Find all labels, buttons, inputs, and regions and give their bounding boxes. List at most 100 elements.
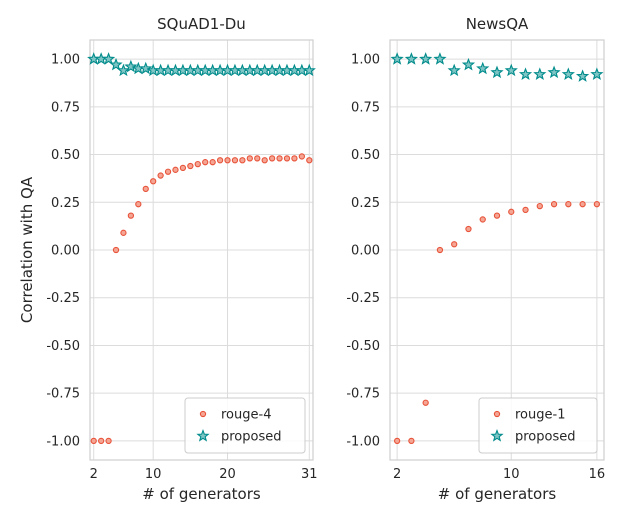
plot-frame <box>389 39 605 461</box>
data-point-rouge-4 <box>120 229 127 236</box>
y-tick-label: 0.50 <box>51 148 80 163</box>
data-point-proposed <box>139 61 153 75</box>
x-tick-label: 31 <box>301 467 318 482</box>
legend-label-proposed: proposed <box>515 430 576 445</box>
y-tick-label: 0.00 <box>51 244 80 259</box>
legend-box <box>184 397 306 454</box>
data-point-proposed <box>590 67 604 80</box>
data-point-rouge-4 <box>127 212 135 219</box>
data-point-rouge-4 <box>261 157 268 164</box>
data-point-proposed <box>433 52 447 65</box>
legend-marker-rouge-1 <box>493 410 501 418</box>
x-tick-label: 16 <box>589 467 606 482</box>
y-tick-label: 0.50 <box>351 148 380 163</box>
data-point-rouge-1 <box>408 437 415 445</box>
x-tick-label: 10 <box>145 467 162 482</box>
data-point-rouge-4 <box>283 155 291 162</box>
data-point-rouge-4 <box>239 157 246 164</box>
data-point-proposed <box>518 67 533 80</box>
data-point-rouge-1 <box>493 212 501 219</box>
data-point-rouge-4 <box>291 155 298 162</box>
legend-label-proposed: proposed <box>221 430 282 445</box>
data-point-proposed <box>533 67 547 80</box>
x-tick-label: 10 <box>503 467 520 482</box>
data-point-rouge-4 <box>224 157 231 164</box>
data-point-rouge-4 <box>298 153 305 160</box>
y-tick-label: 0.75 <box>351 100 380 115</box>
data-point-proposed <box>419 52 433 65</box>
data-point-proposed <box>404 52 419 65</box>
y-tick-label: 0.25 <box>351 196 380 211</box>
y-tick-label: -1.00 <box>346 434 380 449</box>
x-tick-label: 2 <box>393 467 401 482</box>
data-point-rouge-1 <box>550 201 558 208</box>
data-point-rouge-4 <box>187 162 194 170</box>
data-point-rouge-4 <box>90 437 97 445</box>
data-point-rouge-1 <box>451 241 458 248</box>
chart-title: SQuAD1-Du <box>157 15 246 33</box>
data-point-proposed <box>302 63 316 77</box>
data-point-rouge-4 <box>164 168 172 175</box>
data-point-rouge-1 <box>465 225 472 233</box>
data-point-rouge-4 <box>179 164 187 172</box>
data-point-rouge-4 <box>135 201 142 208</box>
y-tick-label: 0.75 <box>51 100 80 115</box>
data-point-rouge-4 <box>157 172 164 179</box>
data-point-rouge-1 <box>536 202 543 210</box>
data-point-rouge-1 <box>393 437 401 445</box>
plot-frame <box>89 39 314 461</box>
data-point-rouge-4 <box>209 159 216 166</box>
panel-newsqa: 2 10 16 1.00 0.75 0.50 0.25 0.00 -0.25 -0.50 -0.75… <box>346 15 605 503</box>
data-point-rouge-1 <box>508 208 515 215</box>
y-tick-label: -1.00 <box>46 434 80 449</box>
data-point-proposed <box>575 69 590 82</box>
data-point-proposed <box>504 63 518 77</box>
y-tick-label: -0.75 <box>46 387 80 402</box>
y-tick-label: 0.00 <box>351 244 380 259</box>
panel-squad1-du: 2 10 20 31 1.00 0.75 0.50 0.25 0.00 -0.25 -0.50 -0.… <box>18 15 318 503</box>
data-point-rouge-4 <box>172 166 179 173</box>
data-point-rouge-4 <box>202 159 209 166</box>
data-point-rouge-4 <box>246 155 253 162</box>
data-point-rouge-4 <box>216 157 224 164</box>
legend-marker-proposed <box>490 429 504 442</box>
data-point-rouge-1 <box>593 201 601 208</box>
legend-label-rouge-4: rouge-4 <box>221 408 271 423</box>
data-point-rouge-4 <box>231 157 239 164</box>
data-point-proposed <box>124 59 138 73</box>
data-point-rouge-4 <box>268 155 276 162</box>
x-tick-label: 20 <box>219 467 236 482</box>
data-point-proposed <box>447 63 461 77</box>
y-tick-label: -0.25 <box>46 291 80 306</box>
data-point-proposed <box>390 52 404 65</box>
y-tick-label: -0.25 <box>346 291 380 306</box>
legend-label-rouge-1: rouge-1 <box>515 408 565 423</box>
data-point-rouge-4 <box>254 155 261 162</box>
data-point-proposed <box>561 67 575 80</box>
legend-box <box>478 397 598 454</box>
data-point-rouge-4 <box>276 155 283 162</box>
data-point-rouge-4 <box>194 160 201 168</box>
data-point-proposed <box>476 61 490 75</box>
data-point-rouge-1 <box>479 216 486 223</box>
chart-title: NewsQA <box>466 15 529 33</box>
data-point-rouge-1 <box>422 399 429 406</box>
data-point-proposed <box>490 65 504 79</box>
data-point-proposed <box>101 52 116 65</box>
legend-marker-rouge-4 <box>199 410 207 418</box>
data-point-proposed <box>547 65 561 79</box>
data-point-rouge-1 <box>579 201 586 208</box>
legend-marker-proposed <box>196 429 210 442</box>
x-axis-label: # of generators <box>142 485 261 503</box>
y-tick-label: -0.75 <box>346 387 380 402</box>
y-axis-label: Correlation with QA <box>18 176 36 323</box>
x-axis-label: # of generators <box>438 485 557 503</box>
y-tick-label: -0.50 <box>346 339 380 354</box>
data-point-rouge-4 <box>112 246 120 254</box>
data-point-proposed <box>116 63 131 77</box>
data-point-rouge-1 <box>436 246 444 254</box>
data-point-rouge-4 <box>98 437 105 445</box>
y-tick-label: -0.50 <box>46 339 80 354</box>
y-tick-label: 1.00 <box>51 53 80 68</box>
